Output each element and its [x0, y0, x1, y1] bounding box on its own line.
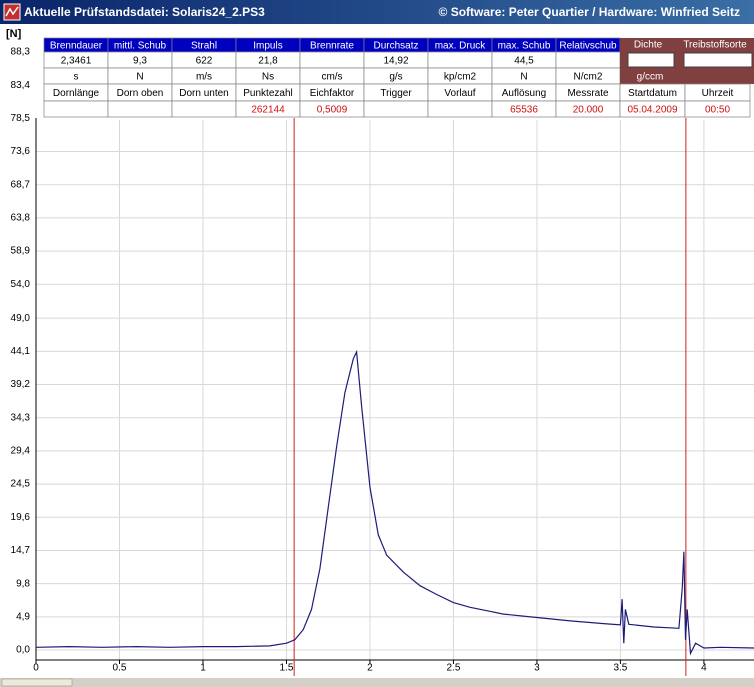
x-tick-label: 0 [33, 663, 39, 674]
thrust-curve [36, 352, 754, 653]
y-tick-label: 29,4 [11, 446, 31, 457]
y-tick-label: 34,3 [11, 412, 31, 423]
y-axis-unit: [N] [6, 28, 22, 40]
cell-text: Dorn oben [117, 88, 164, 99]
y-tick-label: 49,0 [11, 313, 31, 324]
y-tick-label: 73,6 [11, 146, 31, 157]
y-tick-label: 54,0 [11, 279, 31, 290]
cell-text: max. Schub [498, 41, 551, 52]
table-cell [44, 101, 108, 117]
scroll-thumb[interactable] [2, 679, 72, 686]
table-cell [300, 52, 364, 68]
cell-text: N/cm2 [574, 72, 603, 83]
cell-text: Brenndauer [50, 41, 103, 52]
y-tick-label: 19,6 [11, 512, 31, 523]
cell-text: Uhrzeit [702, 88, 734, 99]
cell-text: N [136, 72, 143, 83]
cell-text: Dorn unten [179, 88, 228, 99]
cell-text: s [74, 72, 79, 83]
y-tick-label: 63,8 [11, 213, 31, 224]
cell-text: Impuls [253, 41, 282, 52]
cell-text: Dornlänge [53, 88, 100, 99]
table-cell [108, 101, 172, 117]
cell-text: m/s [196, 72, 212, 83]
y-tick-label: 88,3 [11, 47, 31, 58]
cell-text: Brennrate [310, 41, 354, 52]
x-tick-label: 2.5 [446, 663, 460, 674]
y-tick-label: 58,9 [11, 246, 31, 257]
cell-text: 14,92 [383, 56, 408, 67]
cell-text: cm/s [321, 72, 342, 83]
table-cell [364, 101, 428, 117]
cell-text: 2,3461 [61, 56, 92, 67]
cell-text: 00:50 [705, 105, 730, 116]
x-tick-label: 3 [534, 663, 540, 674]
window-title: Aktuelle Prüfstandsdatei: Solaris24_2.PS… [24, 5, 265, 19]
cell-text: 0,5009 [317, 105, 348, 116]
y-tick-label: 9,8 [16, 578, 30, 589]
cell-text: Durchsatz [373, 41, 418, 52]
scrollbar[interactable] [0, 678, 754, 687]
cell-text: Strahl [191, 41, 217, 52]
cell-text: 05.04.2009 [627, 105, 677, 116]
cell-text: Relativschub [559, 41, 617, 52]
input-box[interactable] [684, 53, 752, 67]
x-tick-label: 0.5 [113, 663, 127, 674]
x-tick-label: 2 [367, 663, 373, 674]
cell-text: 9,3 [133, 56, 147, 67]
input-box[interactable] [628, 53, 674, 67]
x-tick-label: 1.5 [280, 663, 294, 674]
cell-text: Ns [262, 72, 274, 83]
cell-text: 44,5 [514, 56, 534, 67]
table-cell [428, 101, 492, 117]
y-tick-label: 14,7 [11, 545, 31, 556]
cell-text: Treibstoffsorte [683, 40, 747, 51]
table-cell [172, 101, 236, 117]
cell-text: g/ccm [637, 72, 664, 83]
cell-text: max. Druck [435, 41, 487, 52]
cell-text: Trigger [380, 88, 412, 99]
cell-text: N [520, 72, 527, 83]
cell-text: Dichte [634, 40, 663, 51]
cell-text: Auflösung [502, 88, 546, 99]
cell-text: Startdatum [628, 88, 677, 99]
cell-text: Punktezahl [243, 88, 292, 99]
credits: © Software: Peter Quartier / Hardware: W… [439, 5, 740, 19]
cell-text: 262144 [251, 105, 285, 116]
y-tick-label: 68,7 [11, 179, 31, 190]
y-tick-label: 44,1 [11, 346, 31, 357]
cell-text: Vorlauf [444, 88, 475, 99]
cell-text: 622 [196, 56, 213, 67]
cell-text: g/s [389, 72, 402, 83]
x-tick-label: 3.5 [613, 663, 627, 674]
cell-text: Eichfaktor [310, 88, 355, 99]
table-cell [556, 52, 620, 68]
x-tick-label: 4 [701, 663, 707, 674]
y-tick-label: 83,4 [11, 80, 31, 91]
cell-text: 65536 [510, 105, 538, 116]
cell-text: kp/cm2 [444, 72, 477, 83]
table-cell [428, 52, 492, 68]
y-tick-label: 24,5 [11, 479, 31, 490]
cell-text: 20.000 [573, 105, 604, 116]
cell-text: 21,8 [258, 56, 278, 67]
x-tick-label: 1 [200, 663, 206, 674]
y-tick-label: 4,9 [16, 611, 30, 622]
y-tick-label: 39,2 [11, 379, 31, 390]
y-tick-label: 0,0 [16, 645, 30, 656]
cell-text: Messrate [567, 88, 609, 99]
y-tick-label: 78,5 [11, 113, 31, 124]
cell-text: mittl. Schub [114, 41, 167, 52]
